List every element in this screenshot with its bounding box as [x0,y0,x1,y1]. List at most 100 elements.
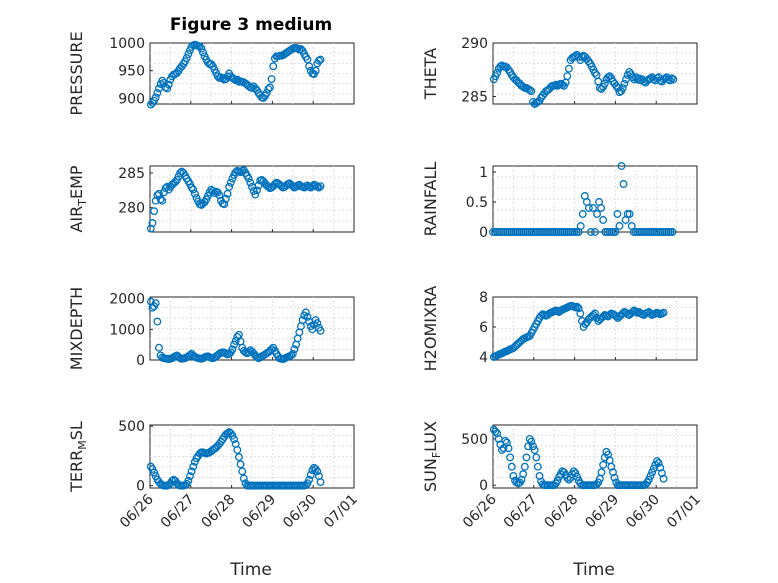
data-point [269,62,278,71]
data-point [186,351,194,360]
data-point [189,185,198,194]
data-point [617,162,626,170]
x-tick-label: 07/01 [321,492,361,532]
data-point [669,75,678,84]
data-point [171,178,180,186]
y-tick-label: 0.5 [466,195,488,211]
data-point [316,55,325,64]
data-point [156,195,165,204]
data-point [576,309,585,318]
data-point [155,343,163,352]
data-point [248,83,256,92]
y-tick-label: 900 [118,91,145,107]
data-point [225,182,234,191]
data-point [491,427,500,436]
y-axis-label: AIRTEMP [67,165,89,232]
data-point [519,82,528,91]
data-point [316,478,325,487]
data-point [151,299,160,308]
data-point [221,194,230,203]
data-point [656,463,665,472]
data-point [599,460,608,469]
data-point [226,178,235,187]
subplot-8: 06/26 06/27 06/28 06/29 06/30 07/01 0 500 SUNFLU… [421,421,704,531]
data-point [594,478,603,487]
data-point [316,182,325,191]
data-point [207,60,216,69]
y-axis-label: MIXDEPTH [67,287,86,370]
data-point [305,62,314,71]
y-axis-label: TERRMSL [67,421,89,493]
data-point [153,317,162,326]
data-point [231,336,240,345]
data-point [612,312,621,321]
data-point [668,228,677,236]
data-point [589,204,597,212]
subplot-1: 900 950 1000 PRESSURE [67,31,355,116]
y-tick-label: 280 [118,201,145,217]
data-point [599,216,608,224]
y-label-subscript: T [76,199,89,207]
data-point [659,474,668,483]
y-tick-label: 1000 [109,36,145,52]
x-tick-label: 06/28 [542,492,582,532]
data-point [238,467,247,476]
y-tick-label: 290 [461,36,488,52]
y-tick-label: 950 [118,64,145,80]
data-point [609,468,617,477]
data-point [656,76,665,85]
data-point [527,437,536,446]
data-point [148,219,157,227]
data-point [533,462,542,471]
data-point [218,74,227,83]
data-point [262,88,271,97]
figure-title: Figure 3 medium [170,15,332,35]
data-point [667,74,676,83]
data-point [525,86,534,95]
data-point [195,42,204,51]
data-point [498,61,506,70]
data-point [190,189,199,198]
data-point [493,69,502,77]
x-tick-label: 06/27 [158,492,198,532]
data-point [600,79,609,88]
data-point [527,87,536,96]
data-point [228,345,237,354]
data-point [604,450,613,459]
data-point [569,467,578,476]
y-tick-label: 2000 [109,292,145,308]
y-tick-label: 1000 [109,322,145,338]
data-point [507,462,516,471]
data-point [311,66,320,75]
data-point [509,472,518,480]
x-tick-label: 06/26 [117,491,157,531]
data-point [593,210,601,218]
data-point [618,83,627,92]
data-point [306,470,315,479]
data-point [252,186,261,195]
y-axis-label: RAINFALL [421,162,440,237]
data-point [287,351,296,360]
y-tick-label: 0 [136,353,145,369]
data-point [610,473,619,482]
data-point [146,224,155,233]
y-axis-label: SUNFLUX [421,421,443,492]
data-point [148,98,157,107]
data-point [186,472,194,481]
data-point [150,207,159,216]
data-point [506,453,515,462]
data-point [519,470,528,479]
data-point [578,210,587,218]
data-point [301,308,310,317]
data-point [529,442,537,451]
data-point [640,77,648,86]
data-point [230,340,238,349]
data-point [648,468,657,477]
data-point [666,76,675,85]
y-label-part: EMP [67,165,86,199]
data-point [182,54,191,62]
data-point [522,453,531,462]
data-point [564,64,573,73]
data-point [197,44,206,53]
